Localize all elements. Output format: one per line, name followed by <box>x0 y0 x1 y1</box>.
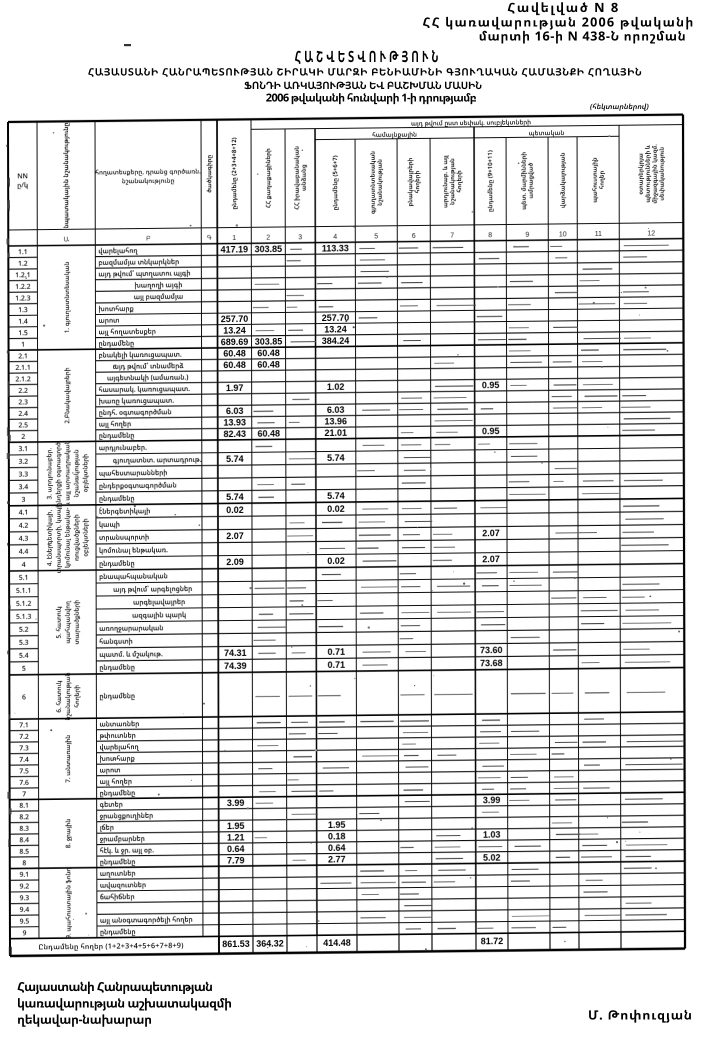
svg-text:60.48: 60.48 <box>257 429 280 439</box>
svg-text:6: 6 <box>412 233 416 240</box>
svg-text:113.33: 113.33 <box>322 243 349 253</box>
svg-text:3: 3 <box>298 234 302 241</box>
svg-text:414.48: 414.48 <box>323 938 351 948</box>
svg-text:0.18: 0.18 <box>328 831 346 841</box>
svg-text:4: 4 <box>333 234 337 241</box>
svg-text:257.70: 257.70 <box>322 313 350 323</box>
svg-text:0.64: 0.64 <box>328 843 346 853</box>
svg-text:1.97: 1.97 <box>226 383 244 393</box>
svg-text:81.72: 81.72 <box>481 936 504 946</box>
svg-text:13.24: 13.24 <box>324 324 347 334</box>
svg-text:2.07: 2.07 <box>482 528 500 538</box>
svg-text:417.19: 417.19 <box>221 244 249 254</box>
svg-text:861.53: 861.53 <box>222 939 250 949</box>
svg-text:73.60: 73.60 <box>480 645 503 655</box>
svg-text:60.48: 60.48 <box>257 348 280 358</box>
svg-text:8: 8 <box>488 232 492 239</box>
svg-text:60.48: 60.48 <box>223 348 246 358</box>
svg-text:74.31: 74.31 <box>224 648 247 658</box>
svg-text:384.24: 384.24 <box>322 336 350 346</box>
svg-text:0.02: 0.02 <box>327 504 345 514</box>
svg-text:1.02: 1.02 <box>327 382 345 392</box>
svg-text:10: 10 <box>559 231 567 238</box>
svg-text:7: 7 <box>450 233 454 240</box>
svg-text:303.85: 303.85 <box>255 336 283 346</box>
svg-text:13.93: 13.93 <box>223 417 246 427</box>
svg-text:12: 12 <box>647 230 655 237</box>
svg-text:2.09: 2.09 <box>226 557 244 567</box>
svg-text:364.32: 364.32 <box>256 939 284 949</box>
svg-text:2.77: 2.77 <box>328 854 346 864</box>
svg-text:2.07: 2.07 <box>226 531 244 541</box>
svg-text:5.74: 5.74 <box>327 453 345 463</box>
svg-text:7.79: 7.79 <box>227 855 245 865</box>
svg-text:0.95: 0.95 <box>482 380 500 390</box>
svg-text:0.02: 0.02 <box>226 505 244 515</box>
svg-text:257.70: 257.70 <box>221 314 249 324</box>
svg-text:73.68: 73.68 <box>480 658 503 668</box>
svg-text:0.71: 0.71 <box>328 647 346 657</box>
svg-text:303.85: 303.85 <box>255 244 283 254</box>
svg-text:6.03: 6.03 <box>226 406 244 416</box>
svg-text:5.74: 5.74 <box>226 492 244 502</box>
svg-text:1.21: 1.21 <box>227 832 245 842</box>
svg-text:6.03: 6.03 <box>327 405 345 415</box>
svg-text:13.96: 13.96 <box>324 416 347 426</box>
svg-text:5: 5 <box>374 233 378 240</box>
svg-text:5.74: 5.74 <box>327 491 345 501</box>
svg-text:1.03: 1.03 <box>483 829 501 839</box>
svg-text:2.07: 2.07 <box>482 554 500 564</box>
svg-text:82.43: 82.43 <box>223 429 246 439</box>
svg-text:0.02: 0.02 <box>327 556 345 566</box>
svg-text:1.95: 1.95 <box>227 821 245 831</box>
svg-text:1.95: 1.95 <box>328 820 346 830</box>
svg-text:13.24: 13.24 <box>223 325 246 335</box>
svg-text:21.01: 21.01 <box>324 428 347 438</box>
svg-text:74.39: 74.39 <box>224 661 247 671</box>
svg-text:689.69: 689.69 <box>221 337 249 347</box>
svg-text:3.99: 3.99 <box>227 798 245 808</box>
svg-text:5.02: 5.02 <box>483 852 501 862</box>
svg-text:2: 2 <box>266 235 270 242</box>
svg-text:60.48: 60.48 <box>223 360 246 370</box>
svg-text:5.74: 5.74 <box>226 454 244 464</box>
svg-text:0.71: 0.71 <box>328 660 346 670</box>
svg-text:60.48: 60.48 <box>257 360 280 370</box>
svg-text:0.64: 0.64 <box>227 844 245 854</box>
svg-text:1: 1 <box>232 235 236 242</box>
svg-text:11: 11 <box>595 231 602 238</box>
svg-text:3.99: 3.99 <box>483 795 501 805</box>
svg-text:0.95: 0.95 <box>482 426 500 436</box>
svg-text:9: 9 <box>525 232 529 239</box>
